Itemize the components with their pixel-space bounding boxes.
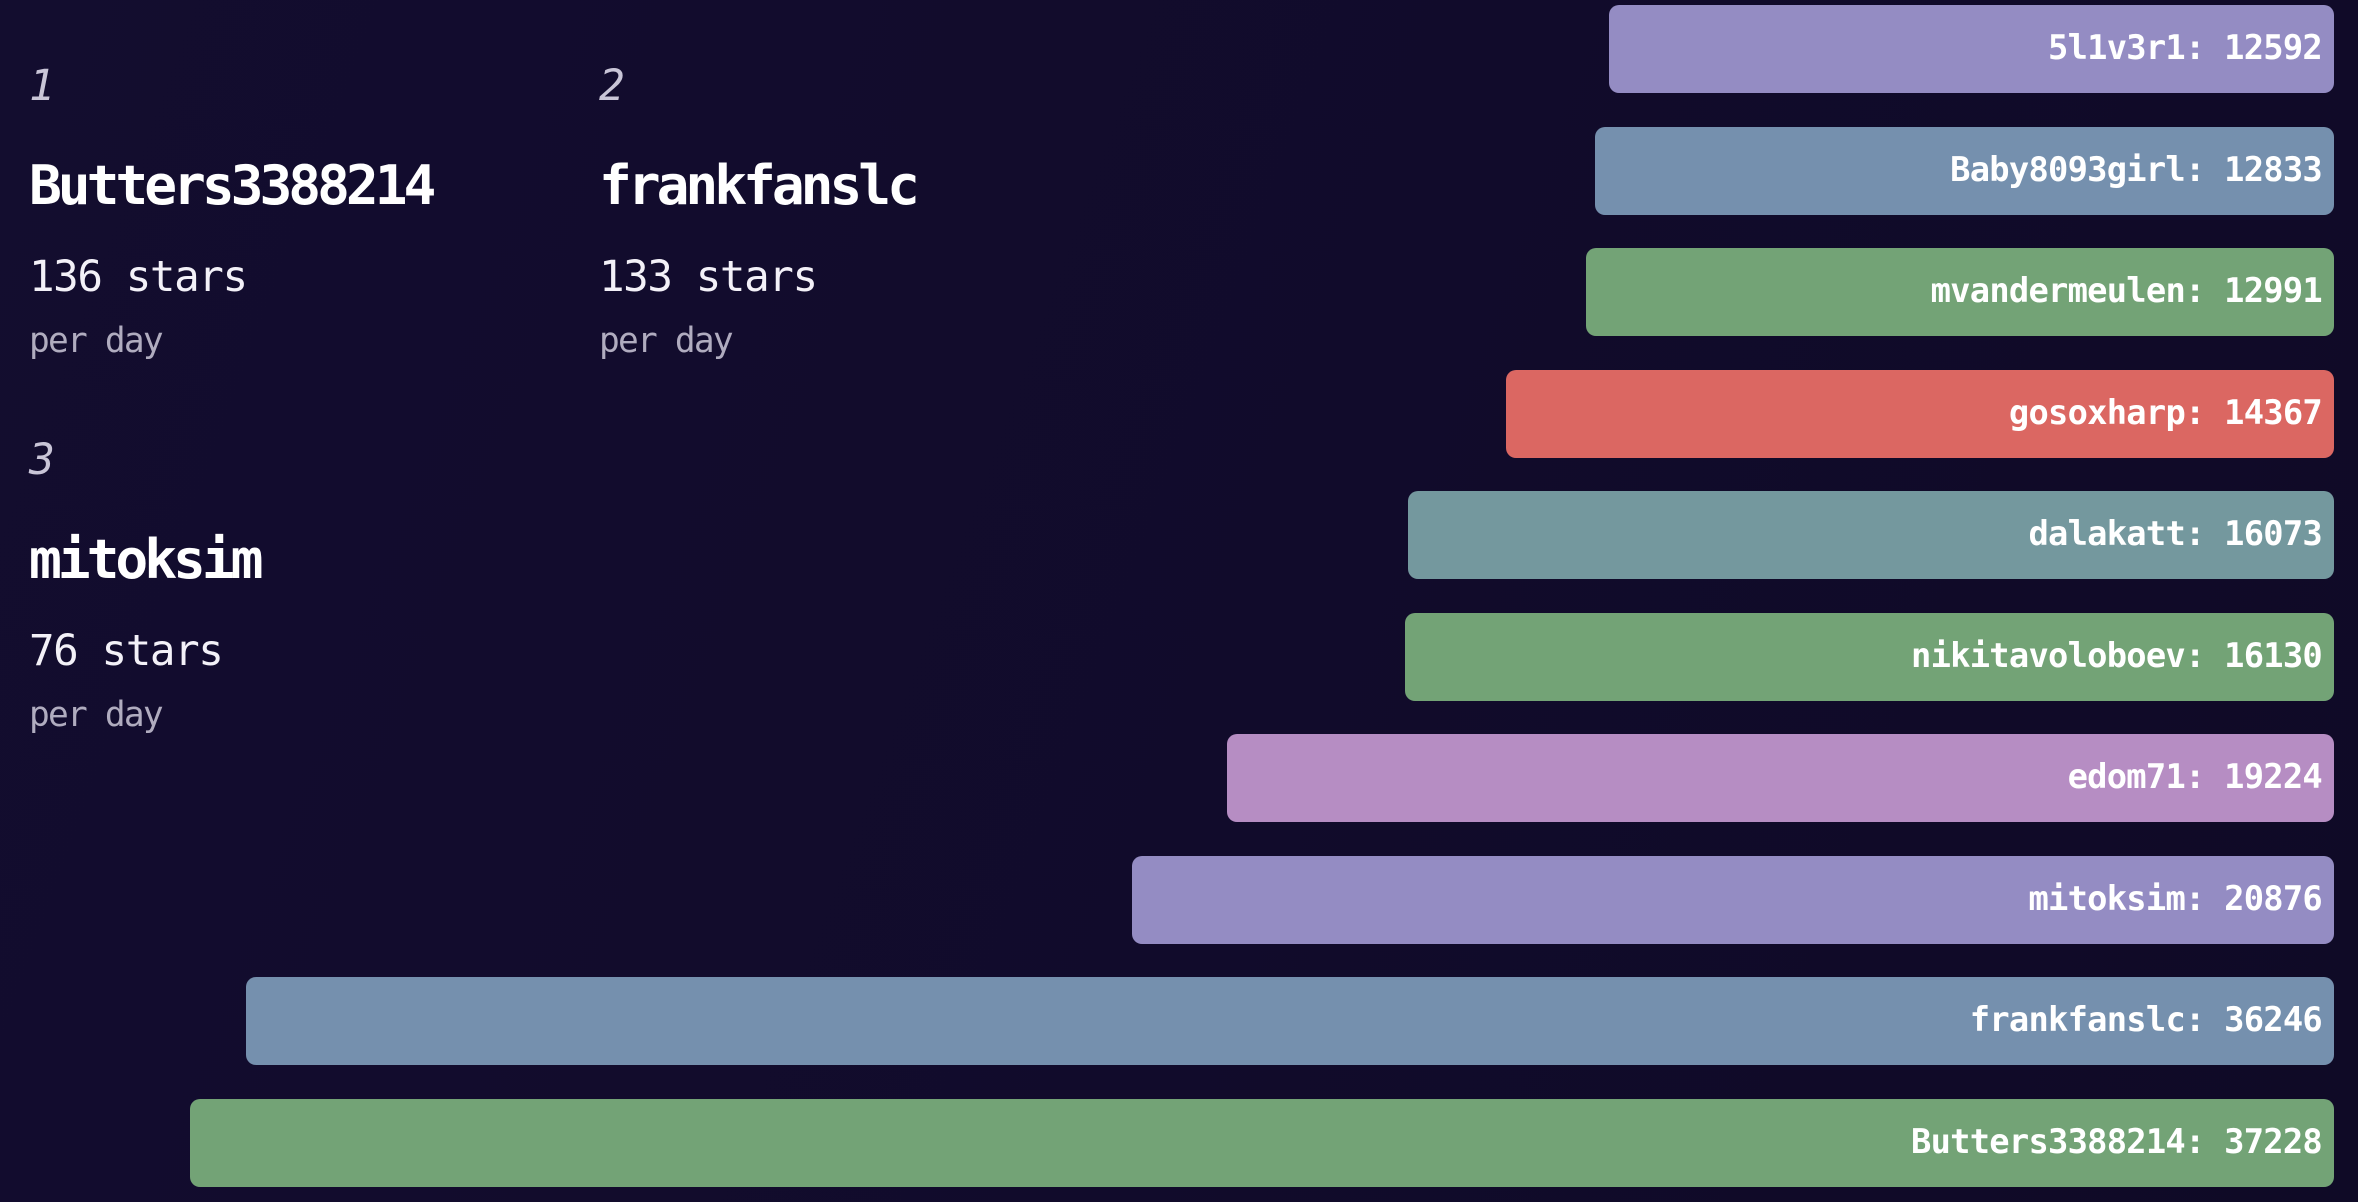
- bar-label: 5l1v3r1: 12592: [2048, 28, 2323, 67]
- stars-count: 133 stars: [599, 253, 818, 302]
- bar-label: mitoksim: 20876: [2028, 878, 2322, 918]
- bar-gosoxharp: gosoxharp: 14367: [1506, 369, 2334, 458]
- bar-label: gosoxharp: 14367: [2008, 392, 2323, 432]
- bar-Baby8093girl: Baby8093girl: 12833: [1594, 126, 2334, 215]
- rank-number: 1: [29, 61, 55, 111]
- stars-unit: per day: [29, 695, 164, 735]
- rank-number: 2: [599, 61, 625, 111]
- bar-label: dalakatt: 16073: [2028, 514, 2322, 554]
- bar-label: frankfanslc: 36246: [1969, 1000, 2323, 1040]
- bar-Butters3388214: Butters3388214: 37228: [189, 1098, 2334, 1187]
- user-name: mitoksim: [29, 527, 263, 591]
- stars-unit: per day: [599, 321, 734, 361]
- stars-count: 136 stars: [29, 253, 248, 302]
- rank-number: 3: [29, 435, 55, 485]
- bar-mvandermeulen: mvandermeulen: 12991: [1585, 248, 2334, 337]
- bar-label: mvandermeulen: 12991: [1930, 271, 2323, 311]
- bar-edom71: edom71: 19224: [1226, 734, 2334, 823]
- bar-label: Baby8093girl: 12833: [1950, 149, 2323, 189]
- bar-label: Butters3388214: 37228: [1911, 1121, 2323, 1161]
- stars-unit: per day: [29, 321, 164, 361]
- bar-nikitavoloboev: nikitavoloboev: 16130: [1404, 612, 2334, 701]
- ranking-card-1: 1 Butters3388214 136 stars per day: [29, 65, 589, 444]
- bar-dalakatt: dalakatt: 16073: [1408, 491, 2334, 580]
- ranking-card-2: 2 frankfanslc 133 stars per day: [599, 65, 1159, 444]
- user-name: Butters3388214: [29, 153, 436, 217]
- user-name: frankfanslc: [599, 153, 920, 217]
- bar-label: edom71: 19224: [2067, 757, 2323, 797]
- bar-mitoksim: mitoksim: 20876: [1131, 855, 2334, 944]
- ranking-card-3: 3 mitoksim 76 stars per day: [29, 439, 589, 818]
- stars-count: 76 stars: [29, 627, 224, 676]
- bar-5l1v3r1: 5l1v3r1: 12592: [1608, 5, 2334, 93]
- bar-frankfanslc: frankfanslc: 36246: [246, 977, 2334, 1066]
- bar-label: nikitavoloboev: 16130: [1911, 635, 2323, 675]
